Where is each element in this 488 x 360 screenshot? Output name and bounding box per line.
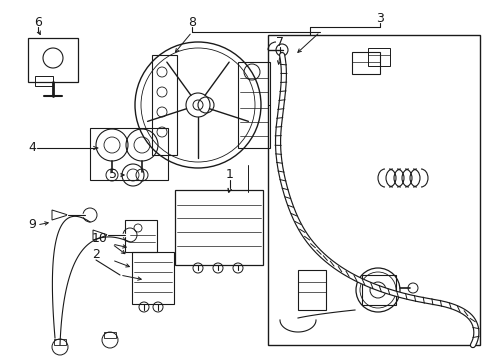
Bar	[104, 332, 116, 338]
Bar	[238, 62, 269, 148]
Bar	[90, 128, 168, 180]
Bar	[297, 270, 325, 310]
Bar	[267, 35, 479, 345]
Bar	[175, 190, 263, 265]
Bar	[367, 48, 389, 66]
Bar	[351, 52, 379, 74]
Text: 9: 9	[28, 219, 36, 231]
Text: 6: 6	[34, 15, 42, 28]
Bar	[35, 76, 53, 86]
Bar	[152, 55, 177, 155]
Bar	[125, 220, 157, 252]
Text: 3: 3	[375, 12, 383, 24]
Bar	[54, 339, 66, 345]
Text: 1: 1	[225, 168, 233, 181]
Bar	[361, 275, 395, 305]
Text: 5: 5	[109, 168, 117, 181]
Bar	[28, 38, 78, 82]
Bar	[132, 252, 174, 304]
Text: 2: 2	[92, 248, 100, 261]
Text: 8: 8	[187, 15, 196, 28]
Text: 7: 7	[275, 36, 284, 49]
Text: 10: 10	[92, 231, 108, 244]
Text: 4: 4	[28, 141, 36, 154]
